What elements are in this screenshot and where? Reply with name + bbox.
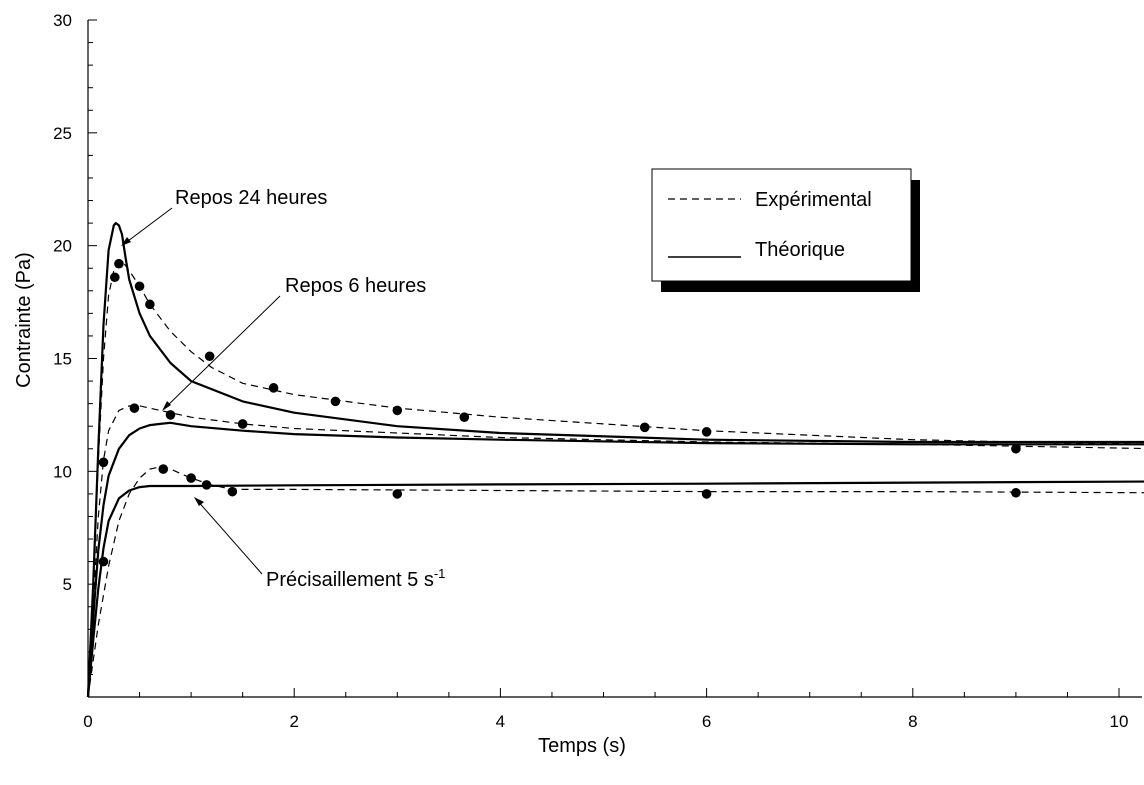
data-point [392,405,403,416]
annotation-precisaillement-text: Précisaillement 5 s-1 [266,566,445,591]
theoretical-curve [86,480,1144,698]
data-point [204,351,215,362]
y-tick-label: 20 [53,237,72,256]
data-point [392,489,403,499]
y-tick-label: 5 [63,575,72,594]
data-point [237,419,248,429]
annotation-repos-6-text: Repos 6 heures [285,275,426,297]
data-point [186,473,196,483]
data-point [639,422,650,433]
y-axis-title: Contrainte (Pa) [13,252,35,388]
y-tick-label: 25 [53,124,72,143]
legend: Expérimental Théorique [651,168,920,292]
annotation-repos-24: Repos 24 heures [121,187,327,246]
annotation-repos-6: Repos 6 heures [162,275,426,411]
x-tick-label: 0 [83,712,92,731]
annotation-precisaillement-arrowhead [194,497,204,506]
data-point [268,383,279,393]
annotation-repos-6-arrowhead [162,401,171,411]
theoretical-curve [86,222,1144,698]
x-tick-label: 4 [496,712,505,731]
data-point [227,486,238,497]
theoretical-curve [86,421,1144,698]
x-tick-label: 6 [702,712,711,731]
legend-label-experimental: Expérimental [755,189,872,211]
data-point [110,272,120,283]
legend-label-theorique: Théorique [755,239,845,261]
data-point [129,403,140,413]
x-tick-label: 2 [289,712,298,731]
y-tick-label: 30 [53,11,72,30]
experimental-curve [87,466,1144,698]
annotation-repos-24-arrow [123,207,173,245]
annotation-precisaillement-sup: -1 [434,566,446,581]
legend-box [651,168,912,282]
experimental-curve [87,405,1144,698]
data-point [1011,443,1021,454]
data-point [158,464,169,474]
x-tick-label: 8 [908,712,917,731]
annotation-precisaillement-arrow [195,498,263,575]
experimental-curve [87,260,1144,698]
annotation-repos-24-text: Repos 24 heures [175,187,327,209]
y-tick-label: 15 [53,350,72,369]
data-point [330,396,341,407]
data-point [134,281,145,292]
data-point [201,480,212,490]
annotation-precisaillement-main: Précisaillement 5 s [266,569,434,591]
data-point [98,457,109,468]
plot-area [86,222,1144,698]
data-point [701,427,712,437]
annotation-precisaillement: Précisaillement 5 s-1 [194,497,445,591]
data-point [701,489,712,499]
data-point [98,556,109,567]
data-point [165,410,176,420]
data-point [145,299,155,310]
x-axis-title: Temps (s) [538,735,626,757]
annotation-repos-6-arrow [163,295,281,410]
data-point [114,258,124,269]
data-point [459,412,470,422]
axis-ticks: 0 2 4 6 8 10 5 10 15 20 25 30 [53,11,1128,731]
x-tick-label: 10 [1110,712,1129,731]
data-point [1011,487,1021,498]
annotation-repos-24-arrowhead [121,237,131,246]
y-tick-label: 10 [53,462,72,481]
